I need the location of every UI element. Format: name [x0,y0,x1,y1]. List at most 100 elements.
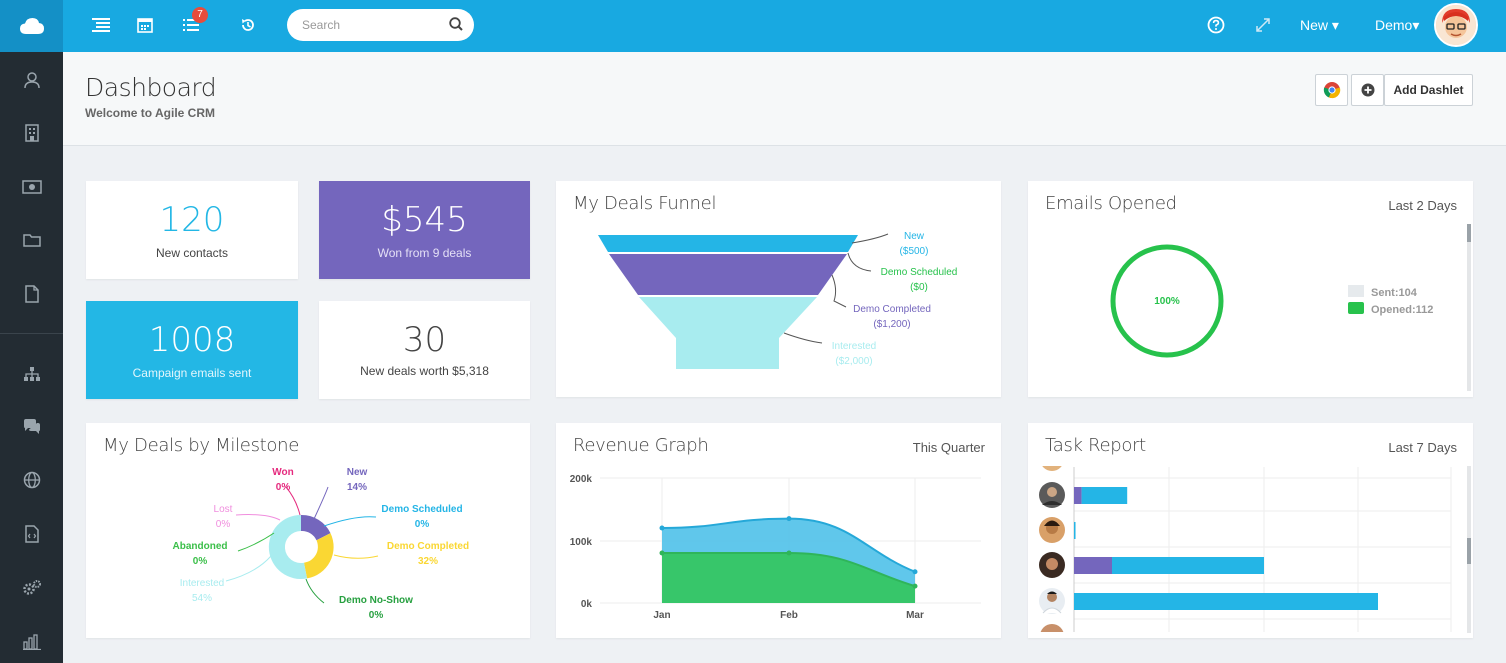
gears-icon [22,580,41,595]
sidebar-item-contacts[interactable] [0,60,63,100]
search-input[interactable] [287,9,474,41]
task-user-avatar[interactable] [1039,552,1065,578]
funnel-label-name: Interested [832,341,876,352]
dashlet-range: Last 2 Days [1388,198,1457,213]
deals-funnel-dashlet: My Deals Funnel New ($500) Demo Schedule… [556,181,1001,397]
revenue-point[interactable] [912,583,918,589]
sitemap-icon [23,367,40,381]
search-icon[interactable] [448,16,466,34]
y-tick-label: 100k [570,537,593,548]
list-menu-icon[interactable] [90,14,112,36]
history-icon[interactable] [237,14,259,36]
task-bar-segment[interactable] [1074,593,1378,610]
task-bar-chart [1039,447,1452,638]
funnel-label-name: Demo Scheduled [881,267,958,278]
chat-icon [23,419,40,434]
task-bar-segment[interactable] [1074,557,1112,574]
revenue-point[interactable] [659,525,665,531]
sidebar-item-landing-pages[interactable] [0,514,63,554]
scrollbar[interactable] [1467,466,1471,633]
scrollbar[interactable] [1467,224,1471,391]
revenue-point[interactable] [659,550,665,556]
pie-slice-demo-completed[interactable] [304,533,334,579]
dashlet-range: This Quarter [912,440,985,455]
stat-campaign-emails[interactable]: 1008 Campaign emails sent [86,301,298,399]
dashlet-title: My Deals by Milestone [103,435,300,456]
funnel-stage-new[interactable] [598,235,858,252]
funnel-label-amount: ($500) [900,246,929,257]
help-icon[interactable] [1205,14,1227,36]
dashlet-title: Emails Opened [1045,193,1177,214]
revenue-area-series[interactable] [662,553,915,603]
task-user-avatar[interactable] [1039,482,1065,508]
code-file-icon [24,525,39,543]
funnel-label-amount: ($0) [910,282,928,293]
x-tick-label: Jan [653,610,670,621]
revenue-point[interactable] [912,569,918,575]
sidebar-item-workflows[interactable] [0,354,63,394]
money-icon [21,180,42,194]
sidebar-item-reports[interactable] [0,622,63,662]
chevron-down-icon: ▾ [1412,17,1420,33]
file-icon [24,285,39,303]
emails-percent-label: 100% [1154,296,1180,307]
funnel-stage-demo-completed[interactable] [609,254,847,295]
chrome-extension-button[interactable] [1315,74,1348,106]
milestone-label-pct: 14% [347,482,367,493]
chrome-icon [1323,82,1340,99]
revenue-point[interactable] [786,550,792,556]
milestone-label-pct: 0% [193,556,208,567]
pie-slice-interested[interactable] [268,514,307,579]
stat-label: Won from 9 deals [377,246,472,260]
task-bar-segment[interactable] [1074,522,1076,539]
cloud-logo-icon[interactable] [0,0,63,52]
task-bar-segment[interactable] [1081,487,1128,504]
funnel-stage-interested[interactable] [639,297,817,369]
legend-label-opened: Opened:112 [1371,304,1433,316]
sidebar-item-settings[interactable] [0,568,63,608]
task-user-avatar[interactable] [1040,624,1064,638]
emails-donut-opened[interactable] [1110,244,1224,358]
sidebar-item-helpdesk[interactable] [0,407,63,447]
sidebar-item-documents[interactable] [0,220,63,260]
task-user-avatar[interactable] [1039,588,1065,614]
add-dashlet-button[interactable]: Add Dashlet [1384,74,1473,106]
stat-won-deals[interactable]: $545 Won from 9 deals [319,181,530,279]
pie-slice-new[interactable] [301,514,331,541]
notification-badge: 7 [192,7,208,23]
task-user-avatar[interactable] [1039,517,1065,543]
new-menu-label: New [1300,17,1329,33]
stat-new-contacts[interactable]: 120 New contacts [86,181,298,279]
sidebar-item-files[interactable] [0,274,63,314]
scrollbar-thumb[interactable] [1467,224,1471,242]
task-user-avatar[interactable] [1040,447,1064,471]
milestone-label-name: Lost [214,504,233,515]
fullscreen-icon[interactable] [1252,14,1274,36]
scrollbar-thumb[interactable] [1467,538,1471,564]
milestone-label-name: New [347,467,368,478]
milestone-label-pct: 32% [418,556,438,567]
stat-value: 30 [402,320,447,360]
stat-value: 120 [159,200,225,240]
stat-new-deals[interactable]: 30 New deals worth $5,318 [319,301,530,399]
x-tick-label: Mar [906,610,924,621]
sidebar-item-deals[interactable] [0,167,63,207]
top-navbar: 7 New ▾ Demo▾ [0,0,1506,52]
revenue-point[interactable] [786,516,792,522]
task-bar-segment[interactable] [1074,487,1082,504]
milestone-pie-chart: Won 0% New 14% Lost 0% Demo Scheduled 0%… [173,467,470,621]
new-menu-button[interactable]: New ▾ [1300,17,1339,34]
user-menu-button[interactable]: Demo▾ [1375,17,1419,34]
milestone-label-name: Demo Scheduled [381,504,462,515]
emails-opened-dashlet: Emails Opened Last 2 Days 100% Sent:104 … [1028,181,1473,397]
sidebar-item-web-rules[interactable] [0,460,63,500]
sidebar [0,52,63,663]
calendar-icon[interactable] [134,14,156,36]
legend-swatch-opened [1348,302,1364,314]
dashlet-title: Task Report [1045,435,1146,456]
user-avatar[interactable] [1434,3,1478,47]
add-dashlet-icon-button[interactable] [1351,74,1384,106]
folder-icon [22,234,41,247]
sidebar-item-companies[interactable] [0,113,63,153]
task-bar-segment[interactable] [1112,557,1264,574]
